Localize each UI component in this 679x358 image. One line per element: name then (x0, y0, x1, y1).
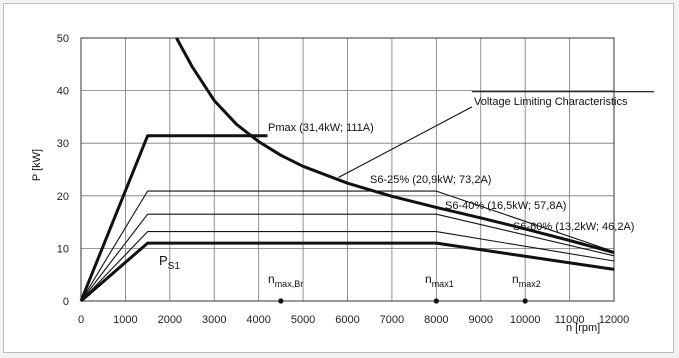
nmax1-main: n (425, 272, 432, 286)
s6-60-label: S6-60% (13,2kW; 46,2A) (513, 221, 634, 233)
s6-40-label: S6-40% (16,5kW; 57,8A) (445, 200, 566, 212)
x-tick-label: 9000 (469, 314, 493, 326)
nmax-br-main: n (268, 272, 275, 286)
voltage-limit-label: Voltage Limiting Characteristics (474, 96, 628, 108)
x-tick-label: 6000 (335, 314, 359, 326)
grid (80, 37, 615, 302)
pmax-label: Pmax (31,4kW; 111A) (268, 122, 374, 134)
x-tick-label: 10000 (510, 314, 541, 326)
y-axis-label: P [kW] (31, 149, 43, 181)
x-tick-label: 5000 (291, 314, 315, 326)
y-tick-label: 40 (57, 86, 69, 98)
x-tick-label: 0 (78, 314, 84, 326)
series-line-3 (80, 231, 615, 302)
nmax1-sub: max1 (432, 279, 454, 289)
x-tick-label: 8000 (424, 314, 448, 326)
series-line-1 (80, 190, 615, 302)
x-tick-label: 12000 (599, 314, 630, 326)
x-axis-label: n [rpm] (566, 322, 600, 334)
y-tick-label: 20 (57, 191, 69, 203)
series-line-6 (338, 106, 473, 178)
speed-marker-dot (433, 298, 439, 304)
series-lines (79, 37, 654, 303)
ps1-main: P (159, 253, 168, 268)
series-line-2 (80, 213, 615, 302)
x-tick-label: 11000 (555, 314, 585, 326)
chart-frame (3, 3, 674, 353)
s6-25-label: S6-25% (20,9kW; 73,2A) (370, 174, 491, 186)
y-tick-label: 0 (63, 296, 69, 308)
nmax-br-sub: max,Br (275, 279, 304, 289)
ps1-label: PS1 (159, 253, 180, 272)
nmax2-sub: max2 (519, 279, 541, 289)
speed-markers (278, 298, 528, 304)
speed-marker-dot (278, 298, 284, 304)
y-tick-label: 30 (57, 138, 69, 150)
nmax-br-label: nmax,Br (268, 272, 303, 289)
nmax1-label: nmax1 (425, 272, 454, 289)
nmax2-main: n (512, 272, 519, 286)
x-tick-label: 1000 (113, 314, 137, 326)
tick-labels: 0 1000 2000 3000 4000 5000 6000 7000 8000 9000 100… (57, 33, 630, 326)
nmax2-label: nmax2 (512, 272, 541, 289)
plot-border (80, 37, 615, 302)
y-tick-label: 10 (57, 243, 69, 255)
x-tick-label: 7000 (380, 314, 404, 326)
x-tick-label: 3000 (202, 314, 226, 326)
x-tick-label: 4000 (246, 314, 270, 326)
speed-marker-dot (522, 298, 528, 304)
series-line-5 (175, 37, 615, 255)
ps1-sub: S1 (168, 261, 181, 272)
y-tick-label: 50 (57, 33, 69, 45)
series-line-0 (79, 134, 268, 302)
x-tick-label: 2000 (158, 314, 182, 326)
series-line-4 (80, 241, 615, 303)
